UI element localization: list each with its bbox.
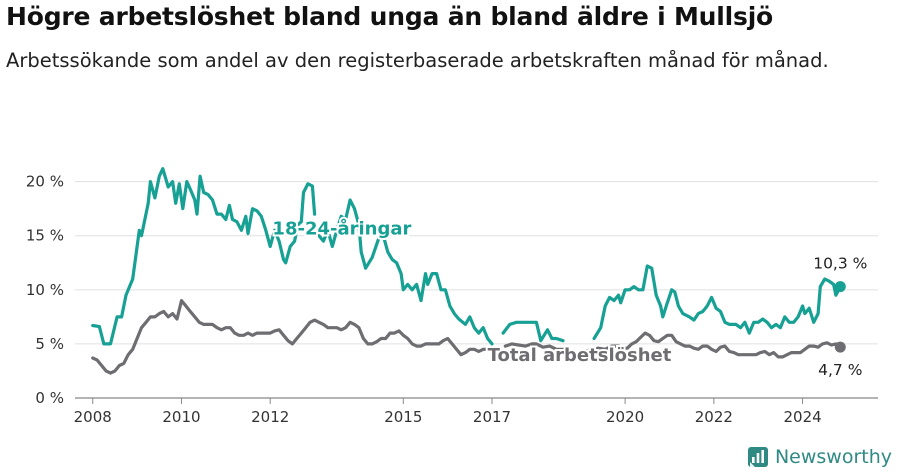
total-end-label: 4,7 % (818, 361, 862, 379)
youth-end-label: 10,3 % (813, 255, 867, 273)
y-tick-label: 5 % (35, 335, 64, 353)
y-tick-label: 0 % (35, 389, 64, 407)
y-axis: 0 % 5 % 10 % 15 % 20 % (26, 173, 64, 407)
total-line (583, 331, 842, 359)
youth-line (317, 198, 494, 346)
y-tick-label: 20 % (26, 173, 64, 191)
series-labels: 10,3 % 4,7 % 18-24-åringar Total arbetslösh… (270, 216, 867, 379)
chart-subtitle: Arbetssökande som andel av den registerb… (6, 49, 829, 72)
x-axis: 2008 2010 2012 2015 2017 2020 2022 2024 (74, 398, 822, 426)
x-tick-label: 2008 (74, 408, 112, 426)
youth-line (501, 320, 565, 343)
x-tick-label: 2020 (606, 408, 644, 426)
series-lines (91, 167, 846, 375)
x-tick-label: 2017 (473, 408, 511, 426)
y-tick-label: 15 % (26, 227, 64, 245)
y-tick-label: 10 % (26, 281, 64, 299)
chart-title: Högre arbetslöshet bland unga än bland ä… (6, 2, 774, 31)
youth-line (91, 167, 317, 346)
x-tick-label: 2022 (695, 408, 733, 426)
x-tick-label: 2024 (783, 408, 821, 426)
x-tick-label: 2010 (162, 408, 200, 426)
total-end-point (834, 341, 846, 353)
newsworthy-logo: Newsworthy (747, 446, 892, 468)
logo-icon (747, 447, 768, 467)
brand-name: Newsworthy (774, 446, 892, 468)
youth-line (592, 264, 842, 341)
total-line (503, 342, 565, 351)
x-tick-label: 2012 (251, 408, 289, 426)
total-line (91, 299, 494, 375)
x-tick-label: 2015 (384, 408, 422, 426)
youth-series-label: 18-24-åringar (272, 218, 411, 240)
youth-end-point (834, 281, 846, 293)
grid-lines (75, 181, 878, 399)
total-series-label: Total arbetslöshet (488, 345, 672, 366)
